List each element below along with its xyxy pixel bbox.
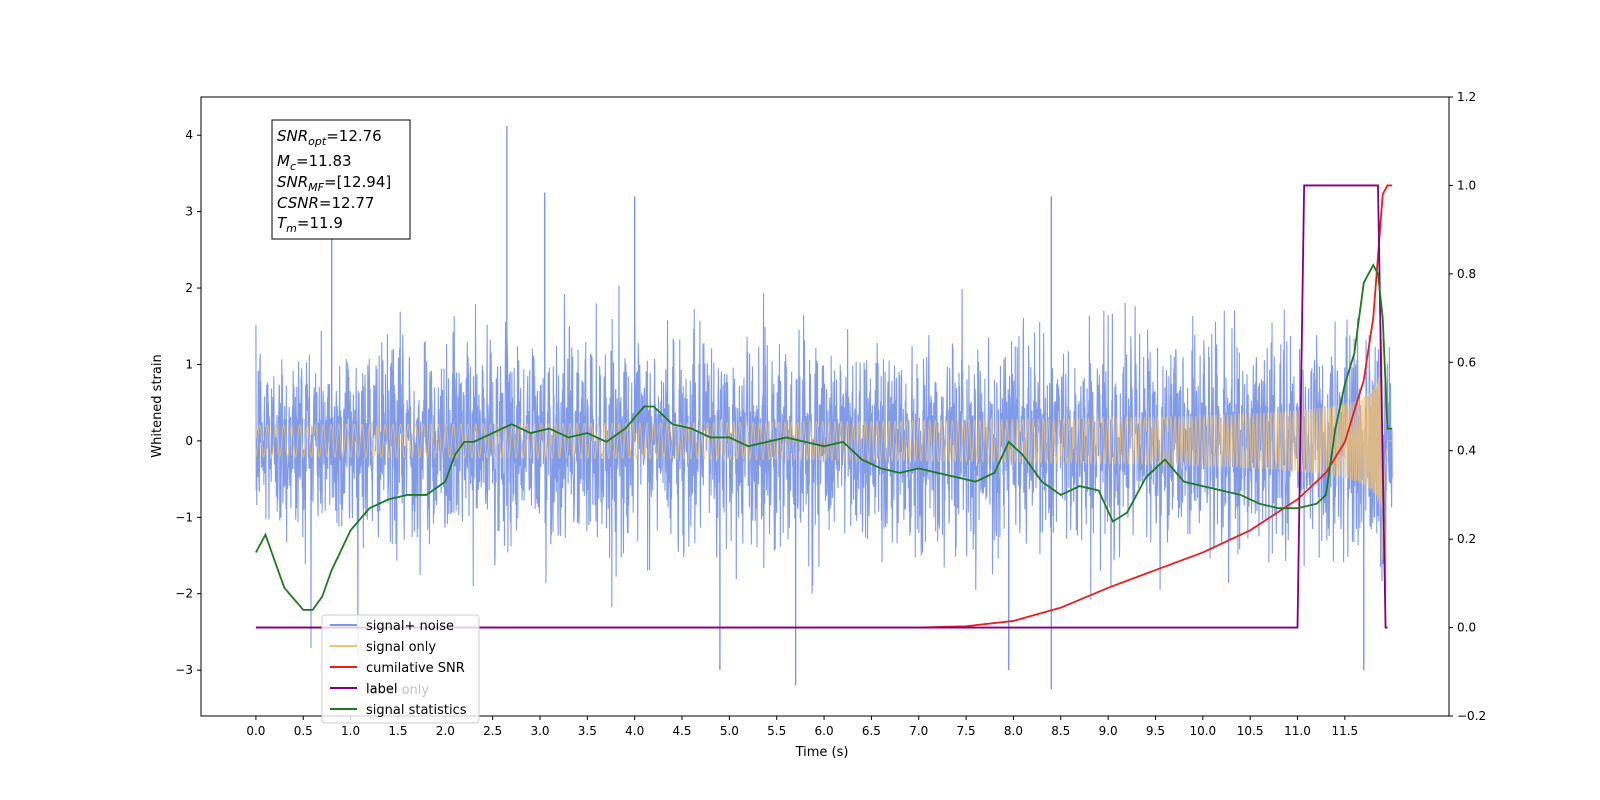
x-tick-label: 3.0 [530,724,549,738]
y-tick-label: 1 [185,357,193,371]
y2-tick-label: 0.4 [1457,444,1476,458]
x-tick-label: 11.5 [1331,724,1358,738]
legend-label: cumilative SNR [366,661,465,676]
x-tick-label: 6.0 [815,724,834,738]
x-tick-label: 1.0 [341,724,360,738]
series-cumulative-snr [255,184,1393,629]
plot-frame [200,96,1450,717]
x-tick-label: 4.5 [672,724,691,738]
x-tick-label: 2.5 [483,724,502,738]
y-tick-label: −2 [175,587,193,601]
x-tick-label: 9.0 [1099,724,1118,738]
x-tick-label: 9.5 [1146,724,1165,738]
x-tick-label: 8.5 [1051,724,1070,738]
x-tick-label: 1.5 [388,724,407,738]
x-tick-label: 5.0 [720,724,739,738]
x-tick-label: 5.5 [767,724,786,738]
x-tick-label: 0.5 [294,724,313,738]
info-tm: Tm=11.9 [277,214,343,235]
legend-label: signal only [366,640,436,655]
y-tick-label: 3 [185,205,193,219]
y2-tick-label: 0.0 [1457,621,1476,635]
info-snr-opt: SNRopt=12.76 [277,127,382,148]
y2-tick-label: 0.6 [1457,355,1476,369]
x-tick-label: 0.0 [246,724,265,738]
info-csnr: CSNR=12.77 [277,194,374,212]
x-tick-label: 11.0 [1284,724,1311,738]
y-tick-label: −1 [175,510,193,524]
series-signal-statistics [255,263,1393,611]
x-tick-label: 10.0 [1189,724,1216,738]
series-label [255,184,1388,629]
legend-label: signal statistics [366,703,467,718]
x-tick-label: 2.0 [436,724,455,738]
y2-tick-label: 1.2 [1457,90,1476,104]
x-axis-title: Time (s) [795,745,849,760]
y-tick-label: 0 [185,434,193,448]
y-tick-label: −3 [175,663,193,677]
legend-label: label [366,682,397,697]
x-tick-label: 3.5 [578,724,597,738]
x-tick-label: 10.5 [1237,724,1264,738]
x-tick-label: 6.5 [862,724,881,738]
y2-tick-label: 0.2 [1457,532,1476,546]
y-tick-label: 2 [185,281,193,295]
series-signal-noise [255,285,1393,656]
x-tick-label: 7.0 [909,724,928,738]
info-box: SNRopt=12.76 Mc=11.83 SNRMF=[12.94] CSNR… [271,119,411,240]
x-tick-label: 7.5 [957,724,976,738]
axes: 0.0 0.5 1.0 1.5 2.0 2.5 3.0 3.5 4.0 4.5 5.0 5.5 6.0 6… [175,90,1486,738]
x-tick-label: 4.0 [625,724,644,738]
legend: label only signal+ noise signal only cumil… [321,614,480,724]
info-snr-mf: SNRMF=[12.94] [277,173,391,194]
x-tick-label: 8.0 [1004,724,1023,738]
series-signal-only [255,338,1393,560]
info-mc: Mc=11.83 [277,152,352,173]
y-axis-title: Whitened strain [150,354,165,457]
y2-tick-label: 1.0 [1457,178,1476,192]
y2-tick-label: −0.2 [1457,709,1486,723]
legend-label: signal+ noise [366,619,454,634]
plot-area [255,126,1393,690]
legend-hidden-text: label only [366,683,429,698]
y-tick-label: 4 [185,128,193,142]
y2-tick-label: 0.8 [1457,267,1476,281]
